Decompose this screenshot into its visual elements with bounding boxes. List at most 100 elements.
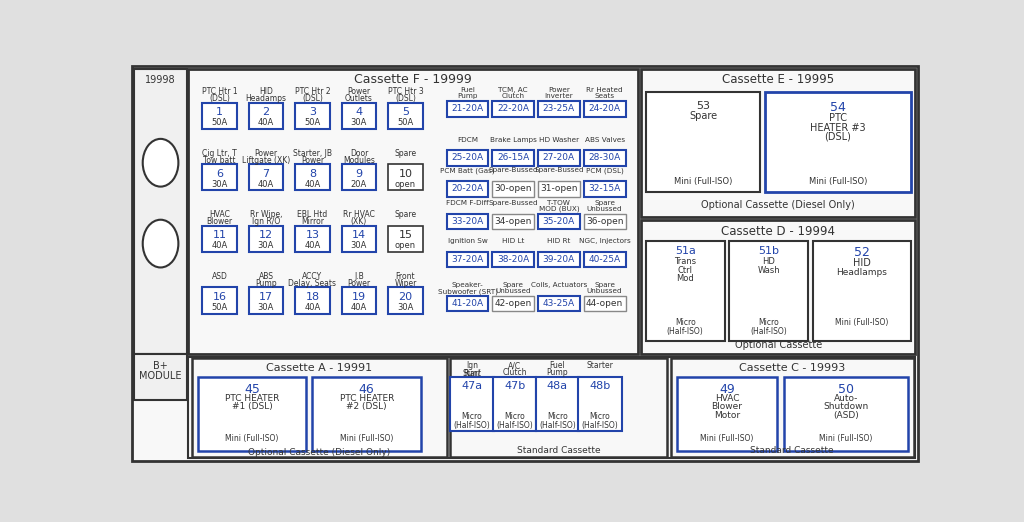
Bar — [446, 181, 488, 197]
Text: 17: 17 — [259, 292, 273, 302]
Text: 7: 7 — [262, 169, 269, 179]
Text: Inverter: Inverter — [545, 93, 573, 99]
Text: 22-20A: 22-20A — [498, 104, 529, 113]
Text: Spare: Spare — [394, 210, 417, 219]
Text: Cassette F - 19999: Cassette F - 19999 — [354, 74, 472, 87]
Text: A/C: A/C — [508, 361, 521, 371]
Bar — [249, 164, 283, 191]
Text: 20A: 20A — [351, 180, 367, 188]
Text: MODULE: MODULE — [139, 371, 182, 381]
Text: Liftgate (XK): Liftgate (XK) — [242, 156, 290, 165]
Text: 40A: 40A — [258, 118, 274, 127]
Text: Power: Power — [254, 149, 278, 158]
Text: Unbussed: Unbussed — [496, 288, 531, 294]
Text: PTC: PTC — [828, 113, 847, 124]
Bar — [538, 101, 580, 116]
Text: 40A: 40A — [211, 241, 227, 250]
Text: 47a: 47a — [462, 382, 482, 392]
Text: 21-20A: 21-20A — [452, 104, 483, 113]
Text: Mini (Full-ISO): Mini (Full-ISO) — [809, 176, 867, 186]
Text: Power: Power — [548, 87, 569, 93]
Text: Trans: Trans — [674, 257, 696, 266]
Bar — [584, 101, 626, 116]
Text: Modules: Modules — [343, 156, 375, 165]
Bar — [641, 220, 915, 354]
Text: Door: Door — [350, 149, 369, 158]
Text: 9: 9 — [355, 169, 362, 179]
Text: open: open — [395, 180, 416, 188]
Text: HD: HD — [763, 257, 775, 266]
Text: 8: 8 — [309, 169, 316, 179]
Text: 28-30A: 28-30A — [589, 153, 621, 162]
Text: Subwoofer (SRT): Subwoofer (SRT) — [437, 288, 498, 295]
Bar — [493, 213, 535, 229]
Bar — [646, 92, 761, 192]
Text: Mirror: Mirror — [301, 217, 324, 227]
Text: Standard Cassette: Standard Cassette — [517, 446, 601, 455]
Text: Spare: Spare — [394, 149, 417, 158]
Bar — [538, 213, 580, 229]
Text: Mod: Mod — [676, 275, 694, 283]
Text: Power: Power — [301, 156, 324, 165]
Bar — [641, 69, 915, 217]
Text: 48b: 48b — [590, 382, 610, 392]
Text: 14: 14 — [352, 231, 366, 241]
Text: 1: 1 — [216, 108, 223, 117]
Text: 43-25A: 43-25A — [543, 299, 574, 308]
Text: Micro: Micro — [547, 412, 567, 421]
Bar — [295, 103, 330, 129]
Text: Speaker-: Speaker- — [452, 282, 483, 288]
Text: Cassette D - 19994: Cassette D - 19994 — [721, 225, 836, 238]
Text: #1 (DSL): #1 (DSL) — [231, 402, 272, 411]
Bar — [446, 150, 488, 166]
Bar — [538, 252, 580, 267]
Text: Standard Cassette: Standard Cassette — [751, 446, 834, 455]
Text: Cassette C - 19993: Cassette C - 19993 — [739, 363, 845, 373]
Text: Spare: Spare — [594, 282, 615, 288]
Text: 40A: 40A — [304, 180, 321, 188]
Text: Starter, JB: Starter, JB — [293, 149, 332, 158]
Bar — [388, 226, 423, 252]
Text: FDCM: FDCM — [457, 137, 478, 143]
Text: 23-25A: 23-25A — [543, 104, 574, 113]
Text: 34-open: 34-open — [495, 217, 531, 226]
Text: (Half-ISO): (Half-ISO) — [539, 421, 575, 430]
Text: 42-open: 42-open — [495, 299, 531, 308]
Text: 30A: 30A — [211, 180, 227, 188]
Text: 48a: 48a — [547, 382, 568, 392]
Bar — [342, 103, 376, 129]
Text: 40A: 40A — [258, 180, 274, 188]
Bar — [249, 103, 283, 129]
Bar — [203, 226, 237, 252]
Text: 11: 11 — [212, 231, 226, 241]
Text: 54: 54 — [830, 101, 846, 114]
Text: Micro: Micro — [462, 412, 482, 421]
Text: 33-20A: 33-20A — [452, 217, 483, 226]
Bar — [388, 103, 423, 129]
Bar — [451, 377, 494, 431]
Bar — [493, 101, 535, 116]
Text: PTC HEATER: PTC HEATER — [225, 394, 280, 403]
Bar — [446, 296, 488, 311]
Text: (DSL): (DSL) — [302, 94, 323, 103]
Text: Micro: Micro — [505, 412, 525, 421]
Bar — [295, 288, 330, 314]
Text: Power: Power — [347, 279, 371, 288]
Text: (DSL): (DSL) — [395, 94, 416, 103]
Text: PTC Htr 1: PTC Htr 1 — [202, 87, 238, 96]
Text: EBL Htd: EBL Htd — [297, 210, 328, 219]
Text: 30A: 30A — [351, 118, 368, 127]
Text: 30A: 30A — [397, 303, 414, 312]
Text: Cig Ltr, T: Cig Ltr, T — [202, 149, 237, 158]
Text: Unbussed: Unbussed — [587, 206, 623, 212]
Text: Shutdown: Shutdown — [823, 402, 868, 411]
Bar — [538, 150, 580, 166]
Text: Delay, Seats: Delay, Seats — [289, 279, 337, 288]
Bar — [493, 252, 535, 267]
Text: ACCY: ACCY — [302, 272, 323, 281]
Text: (Half-ISO): (Half-ISO) — [454, 421, 490, 430]
Text: ASD: ASD — [212, 272, 227, 281]
Text: Ignition Sw: Ignition Sw — [447, 238, 487, 244]
Bar — [493, 150, 535, 166]
Bar — [677, 377, 777, 450]
